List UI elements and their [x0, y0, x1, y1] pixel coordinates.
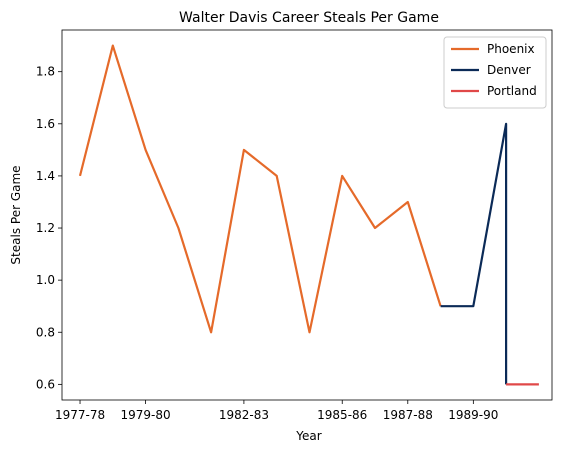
y-tick-label: 1.8	[36, 65, 55, 79]
y-axis-ticks: 0.6 0.8 1.0 1.2 1.4 1.6 1.8	[36, 65, 62, 391]
y-tick-label: 1.6	[36, 117, 55, 131]
x-tick-label: 1987-88	[383, 408, 433, 422]
series-line-1	[440, 122, 508, 385]
y-tick-label: 1.4	[36, 169, 55, 183]
legend-label: Phoenix	[487, 42, 535, 56]
y-tick-label: 1.2	[36, 221, 55, 235]
y-tick-label: 0.8	[36, 325, 55, 339]
x-tick-label: 1977-78	[55, 408, 105, 422]
x-axis-ticks: 1977-78 1979-80 1982-83 1985-86 1987-88 1989-…	[55, 400, 498, 422]
y-axis-label: Steals Per Game	[9, 165, 23, 264]
x-tick-label: 1982-83	[219, 408, 269, 422]
legend-label: Denver	[487, 63, 531, 77]
x-tick-label: 1989-90	[448, 408, 498, 422]
legend: Phoenix Denver Portland	[443, 36, 547, 109]
x-tick-label: 1985-86	[317, 408, 367, 422]
plot-frame	[61, 29, 553, 401]
x-axis-label: Year	[295, 429, 321, 443]
plot-lines	[78, 44, 539, 386]
y-tick-label: 1.0	[36, 273, 55, 287]
x-tick-label: 1979-80	[121, 408, 171, 422]
chart-title: Walter Davis Career Steals Per Game	[179, 10, 439, 26]
y-tick-label: 0.6	[36, 377, 55, 391]
legend-label: Portland	[487, 84, 537, 98]
series-line-0	[78, 44, 442, 334]
